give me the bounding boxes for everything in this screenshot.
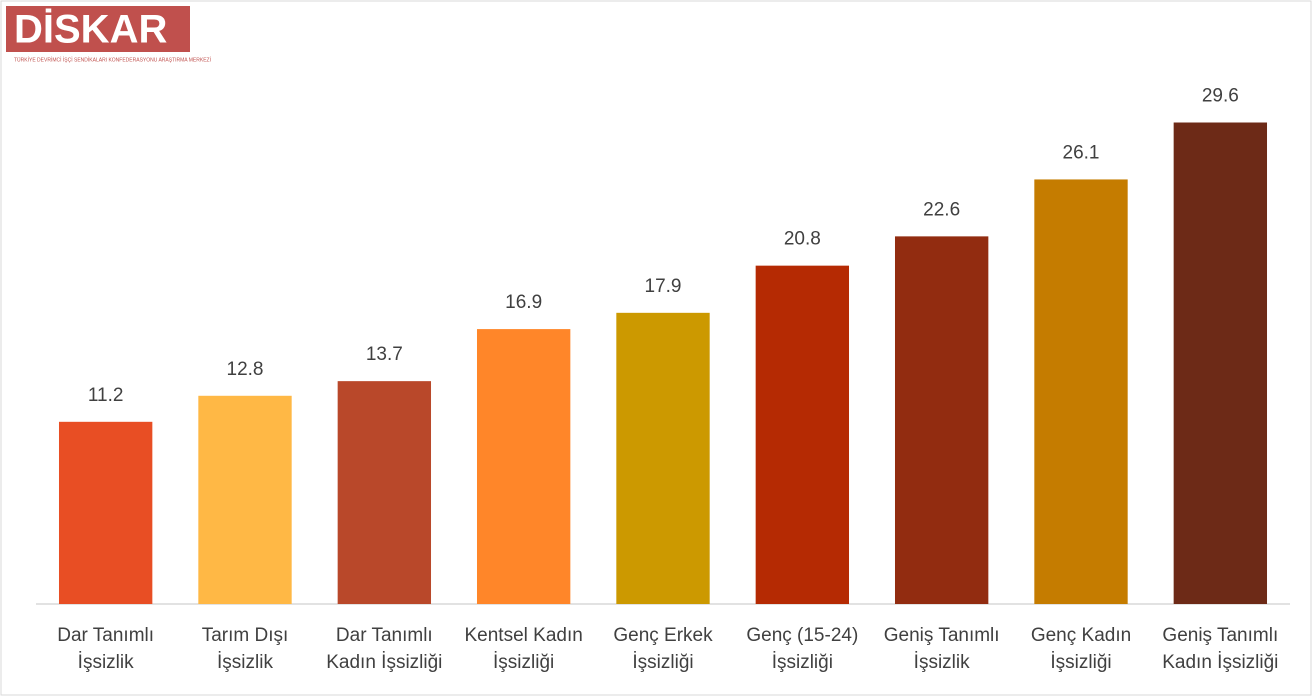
bar <box>616 312 710 604</box>
x-tick-label: Geniş Tanımlı İşsizlik <box>883 625 1000 673</box>
data-label: 13.7 <box>366 344 403 365</box>
bar <box>1034 179 1128 604</box>
data-label: 16.9 <box>505 292 542 313</box>
data-label: 11.2 <box>88 385 124 406</box>
data-label: 17.9 <box>645 276 682 297</box>
x-tick-label: Dar Tanımlı Kadın İşsizliği <box>326 625 443 673</box>
bar <box>476 329 571 604</box>
logo-strip <box>6 52 190 66</box>
x-tick-label: Genç (15-24) İşsizliği <box>746 625 859 673</box>
logo-subtitle: TÜRKİYE DEVRİMCİ İŞÇİ SENDİKALARI KONFED… <box>14 56 211 63</box>
bar <box>58 421 153 604</box>
x-tick-label: Genç Kadın İşsizliği <box>1030 625 1132 673</box>
bar <box>894 236 989 604</box>
logo-box <box>6 6 190 52</box>
x-tick-label: Genç Erkek İşsizliği <box>613 625 713 673</box>
x-tick-label: Geniş Tanımlı Kadın İşsizliği <box>1162 625 1279 673</box>
logo-text: DİSKAR <box>14 8 167 52</box>
x-tick-label: Dar Tanımlı İşsizlik <box>57 625 155 673</box>
data-label: 22.6 <box>923 199 960 220</box>
bar <box>337 381 432 604</box>
data-label: 26.1 <box>1063 142 1100 163</box>
bar <box>1173 122 1268 605</box>
x-tick-label: Kentsel Kadın İşsizliği <box>464 625 583 673</box>
bar <box>755 265 850 604</box>
data-label: 29.6 <box>1202 86 1239 107</box>
bar <box>198 395 292 604</box>
x-tick-label: Tarım Dışı İşsizlik <box>201 625 289 673</box>
data-label: 20.8 <box>784 229 821 250</box>
data-label: 12.8 <box>227 359 264 380</box>
